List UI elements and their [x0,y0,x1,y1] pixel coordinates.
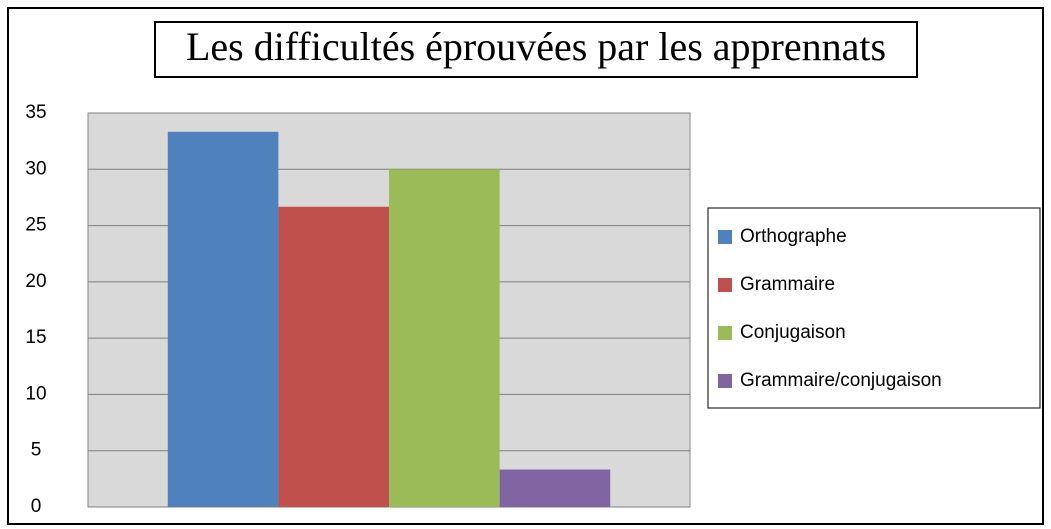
chart-title: Les difficultés éprouvées par les appren… [186,24,886,69]
legend-swatch [718,278,732,292]
bar [389,169,500,508]
legend-swatch [718,374,732,388]
legend-label: Orthographe [740,226,847,247]
bar [499,469,611,507]
bar [167,131,279,507]
y-tick-label: 5 [31,440,42,461]
y-tick-label: 0 [31,496,42,517]
y-tick-label: 30 [25,158,46,179]
bar [278,206,389,507]
legend-label: Grammaire [740,274,835,295]
legend-swatch [718,326,732,340]
y-tick-label: 15 [25,327,46,348]
legend-label: Grammaire/conjugaison [740,370,942,391]
legend-swatch [718,230,732,244]
y-tick-label: 10 [25,383,46,404]
legend-label: Conjugaison [740,322,846,343]
title-box [154,21,918,78]
legend-box [707,207,1041,409]
y-tick-label: 20 [25,271,46,292]
y-tick-label: 35 [25,102,46,123]
y-tick-label: 25 [25,215,46,236]
